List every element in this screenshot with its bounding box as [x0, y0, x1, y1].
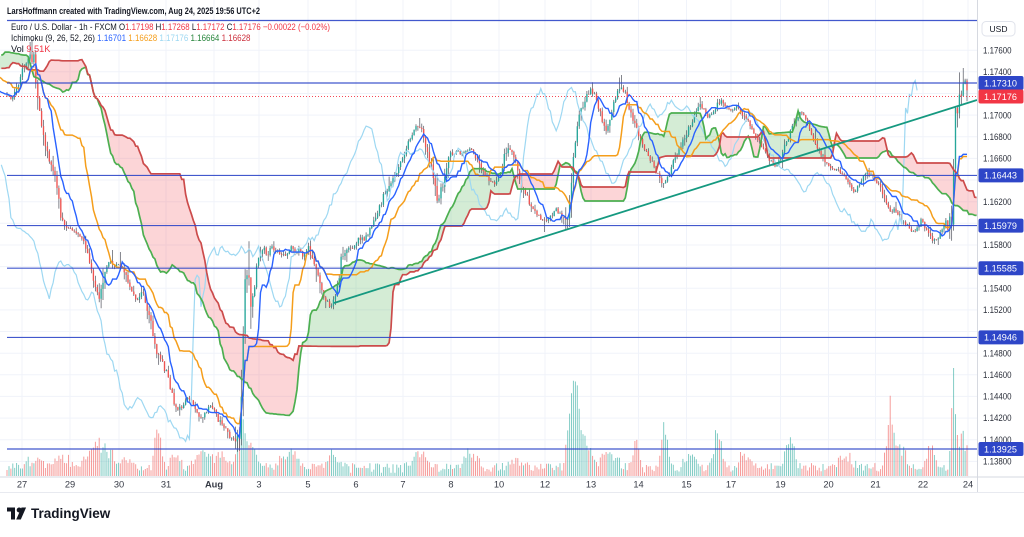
- svg-text:14: 14: [633, 480, 643, 490]
- svg-text:Euro / U.S. Dollar - 1h - FXCM: Euro / U.S. Dollar - 1h - FXCM O1.17198 …: [11, 22, 330, 32]
- svg-text:1.15979: 1.15979: [984, 221, 1017, 231]
- svg-text:19: 19: [775, 480, 785, 490]
- svg-text:1.13800: 1.13800: [983, 457, 1012, 467]
- svg-text:27: 27: [17, 480, 27, 490]
- svg-text:1.17000: 1.17000: [983, 110, 1012, 120]
- svg-text:TradingView: TradingView: [31, 506, 111, 521]
- svg-text:5: 5: [305, 480, 310, 490]
- svg-text:1.14400: 1.14400: [983, 392, 1012, 402]
- svg-text:1.16443: 1.16443: [984, 171, 1017, 181]
- svg-text:LarsHoffmann created with Trad: LarsHoffmann created with TradingView.co…: [7, 6, 260, 16]
- svg-text:1.16800: 1.16800: [983, 132, 1012, 142]
- svg-text:1.14600: 1.14600: [983, 370, 1012, 380]
- svg-text:1.14200: 1.14200: [983, 413, 1012, 423]
- svg-text:1.17400: 1.17400: [983, 67, 1012, 77]
- svg-text:Ichimoku (9, 26, 52, 26) 1.167: Ichimoku (9, 26, 52, 26) 1.16701 1.16628…: [11, 33, 251, 43]
- svg-text:1.14946: 1.14946: [984, 333, 1017, 343]
- svg-text:12: 12: [540, 480, 550, 490]
- svg-text:31: 31: [161, 480, 171, 490]
- svg-text:7: 7: [400, 480, 405, 490]
- svg-text:1.15585: 1.15585: [984, 264, 1017, 274]
- svg-text:1.15200: 1.15200: [983, 305, 1012, 315]
- svg-text:22: 22: [918, 480, 928, 490]
- svg-text:Aug: Aug: [205, 480, 223, 490]
- svg-text:20: 20: [823, 480, 833, 490]
- svg-text:1.17310: 1.17310: [984, 78, 1017, 88]
- svg-text:1.17600: 1.17600: [983, 45, 1012, 55]
- svg-text:10: 10: [494, 480, 504, 490]
- svg-text:1.16200: 1.16200: [983, 197, 1012, 207]
- svg-text:8: 8: [448, 480, 453, 490]
- svg-text:17: 17: [726, 480, 736, 490]
- svg-text:24: 24: [963, 480, 973, 490]
- svg-text:3: 3: [256, 480, 261, 490]
- svg-text:1.17176: 1.17176: [984, 92, 1017, 102]
- svg-text:29: 29: [65, 480, 75, 490]
- svg-text:1.13925: 1.13925: [984, 444, 1017, 454]
- svg-text:Vol 9.51K: Vol 9.51K: [11, 44, 51, 54]
- svg-text:6: 6: [353, 480, 358, 490]
- svg-text:1.16600: 1.16600: [983, 154, 1012, 164]
- svg-text:15: 15: [681, 480, 691, 490]
- svg-text:1.14800: 1.14800: [983, 348, 1012, 358]
- svg-text:13: 13: [586, 480, 596, 490]
- svg-text:30: 30: [114, 480, 124, 490]
- svg-text:USD: USD: [990, 24, 1008, 34]
- svg-text:1.15800: 1.15800: [983, 240, 1012, 250]
- svg-text:1.15400: 1.15400: [983, 283, 1012, 293]
- svg-text:21: 21: [870, 480, 880, 490]
